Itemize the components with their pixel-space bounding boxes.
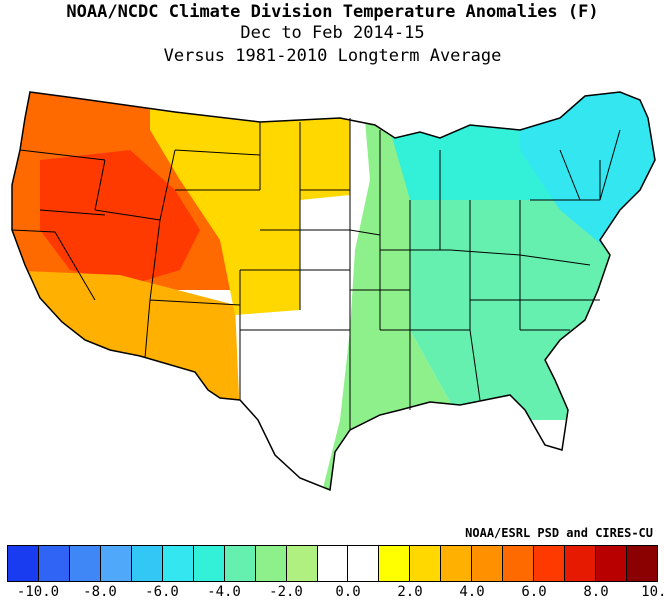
data-credit: NOAA/ESRL PSD and CIRES-CU (465, 526, 653, 540)
scale-tick-label: -2.0 (269, 584, 303, 600)
scale-tick-label: 8.0 (583, 584, 609, 600)
color-swatch (627, 546, 658, 581)
map-baseline: Versus 1981-2010 Longterm Average (163, 46, 502, 66)
color-swatch (565, 546, 597, 581)
color-swatch (100, 546, 132, 581)
color-swatch (38, 546, 70, 581)
scale-tick-label: 10.0 (641, 584, 665, 600)
color-scale-ticks: -10.0 -8.0 -6.0 -4.0 -2.0 0.0 2.0 4.0 6.0 8.0 10.0 (7, 584, 665, 600)
color-swatch (286, 546, 318, 581)
scale-tick-label: -10.0 (16, 584, 60, 600)
scale-tick-label: -6.0 (145, 584, 179, 600)
scale-tick-label: 6.0 (521, 584, 547, 600)
color-swatch (162, 546, 194, 581)
scale-tick-label: 0.0 (335, 584, 361, 600)
color-swatch (379, 546, 411, 581)
state-borders (11, 91, 656, 492)
map-title: NOAA/NCDC Climate Division Temperature A… (66, 2, 599, 22)
color-swatch (69, 546, 101, 581)
great-lakes-anomaly-region (390, 120, 560, 200)
color-swatch (441, 546, 473, 581)
anomaly-fill (12, 92, 655, 490)
scale-tick-label: 4.0 (459, 584, 485, 600)
color-swatch (224, 546, 256, 581)
color-swatch (472, 546, 504, 581)
us-anomaly-map (11, 91, 656, 492)
color-swatch (193, 546, 225, 581)
idaho-nevada-anomaly-region (40, 150, 200, 285)
color-swatch (410, 546, 442, 581)
color-swatch (596, 546, 628, 581)
scale-tick-label: -4.0 (207, 584, 241, 600)
color-swatch (131, 546, 163, 581)
color-swatch (503, 546, 535, 581)
color-swatch (8, 546, 39, 581)
color-swatch (255, 546, 287, 581)
scale-tick-label: -8.0 (83, 584, 117, 600)
map-period: Dec to Feb 2014-15 (240, 23, 425, 43)
color-scale-bar (7, 545, 658, 582)
color-swatch (534, 546, 566, 581)
color-swatch (317, 546, 349, 581)
color-swatch (348, 546, 380, 581)
scale-tick-label: 2.0 (397, 584, 423, 600)
